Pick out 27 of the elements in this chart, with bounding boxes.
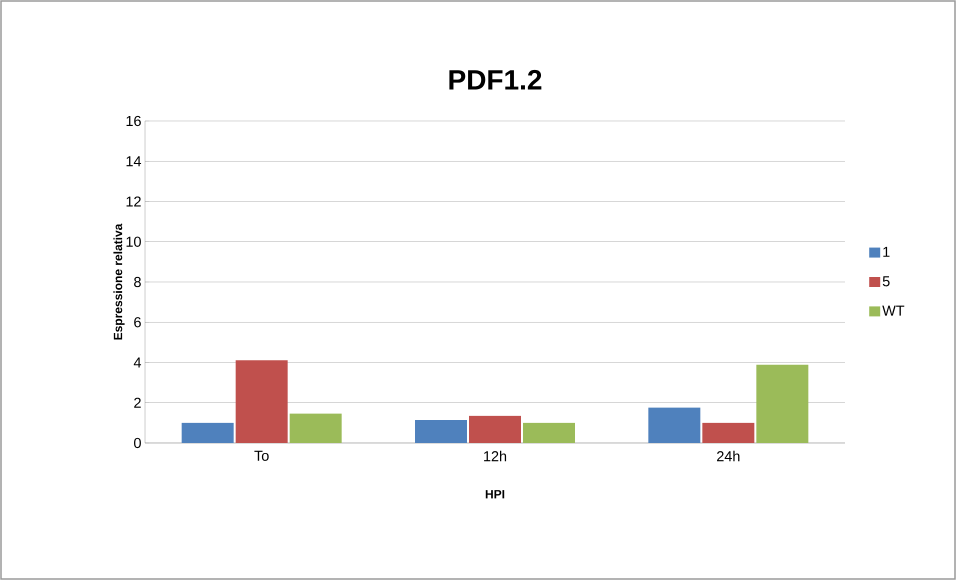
bar bbox=[756, 364, 808, 443]
bar bbox=[523, 422, 576, 443]
x-tick-label: 12h bbox=[484, 450, 506, 462]
chart-title: PDF1.2 bbox=[449, 70, 542, 90]
legend-label: 5 bbox=[882, 276, 890, 286]
bar bbox=[182, 422, 234, 443]
y-tick-label: 4 bbox=[134, 358, 142, 368]
x-axis-title: HPI bbox=[486, 490, 504, 498]
bar bbox=[290, 414, 342, 443]
y-tick-label: 14 bbox=[126, 156, 142, 166]
bar bbox=[415, 420, 468, 443]
y-tick-label: 12 bbox=[126, 196, 141, 207]
bar bbox=[469, 416, 522, 443]
bar bbox=[236, 360, 288, 443]
bar bbox=[702, 422, 754, 443]
y-tick-label: 8 bbox=[134, 276, 141, 288]
y-tick-label: 16 bbox=[126, 116, 141, 126]
legend-label: 1 bbox=[883, 246, 890, 257]
legend-label: WT bbox=[882, 306, 904, 316]
bar bbox=[648, 408, 700, 443]
y-tick-label: 2 bbox=[134, 398, 141, 408]
y-tick-label: 10 bbox=[126, 236, 141, 247]
y-tick-label: 0 bbox=[134, 438, 141, 448]
x-tick-label: To bbox=[254, 450, 269, 461]
x-tick-label: 24h bbox=[717, 450, 740, 462]
y-axis-title: Espressione relativa bbox=[113, 224, 125, 340]
y-tick-label: 6 bbox=[134, 317, 141, 328]
